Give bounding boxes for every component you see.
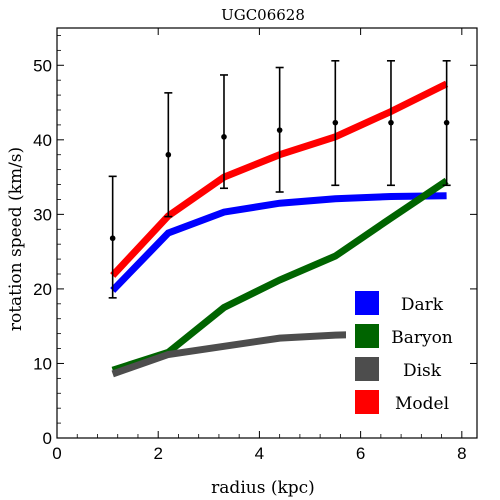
series-line-dark [110, 192, 447, 293]
y-tick-label: 40 [33, 131, 52, 150]
data-point [276, 127, 283, 133]
legend-swatch-disk [355, 357, 379, 381]
data-point [332, 119, 339, 126]
y-tick-label: 50 [33, 56, 52, 75]
x-tick-label: 8 [457, 444, 466, 463]
y-tick-label: 20 [33, 280, 52, 299]
legend-label-model: Model [395, 394, 449, 414]
x-tick-label: 0 [52, 444, 61, 463]
legend-label-baryon: Baryon [391, 328, 453, 348]
data-point [109, 235, 116, 242]
plot-layer [108, 59, 451, 378]
chart-title: UGC06628 [221, 6, 305, 24]
data-point [165, 151, 172, 158]
legend-swatch-model [355, 390, 379, 414]
legend-label-dark: Dark [401, 295, 444, 315]
y-tick-label: 10 [33, 354, 52, 373]
legend-swatch-baryon [355, 324, 379, 348]
x-tick-label: 2 [153, 444, 162, 463]
data-point [443, 119, 450, 126]
data-point [221, 134, 227, 140]
y-tick-label: 30 [33, 205, 52, 224]
x-tick-label: 4 [255, 444, 264, 463]
legend-label-disk: Disk [403, 361, 442, 381]
axes-layer: 0 2 4 6 8 0 10 20 30 40 50 [33, 27, 478, 463]
y-tick-label: 0 [43, 429, 52, 448]
legend-swatch-dark [355, 291, 379, 315]
x-tick-label: 6 [356, 444, 365, 463]
x-axis-label: radius (kpc) [211, 478, 315, 498]
y-axis-label: rotation speed (km/s) [6, 147, 26, 331]
legend: Dark Baryon Disk Model [346, 283, 468, 418]
data-point [388, 119, 394, 126]
plot-frame [56, 27, 478, 439]
